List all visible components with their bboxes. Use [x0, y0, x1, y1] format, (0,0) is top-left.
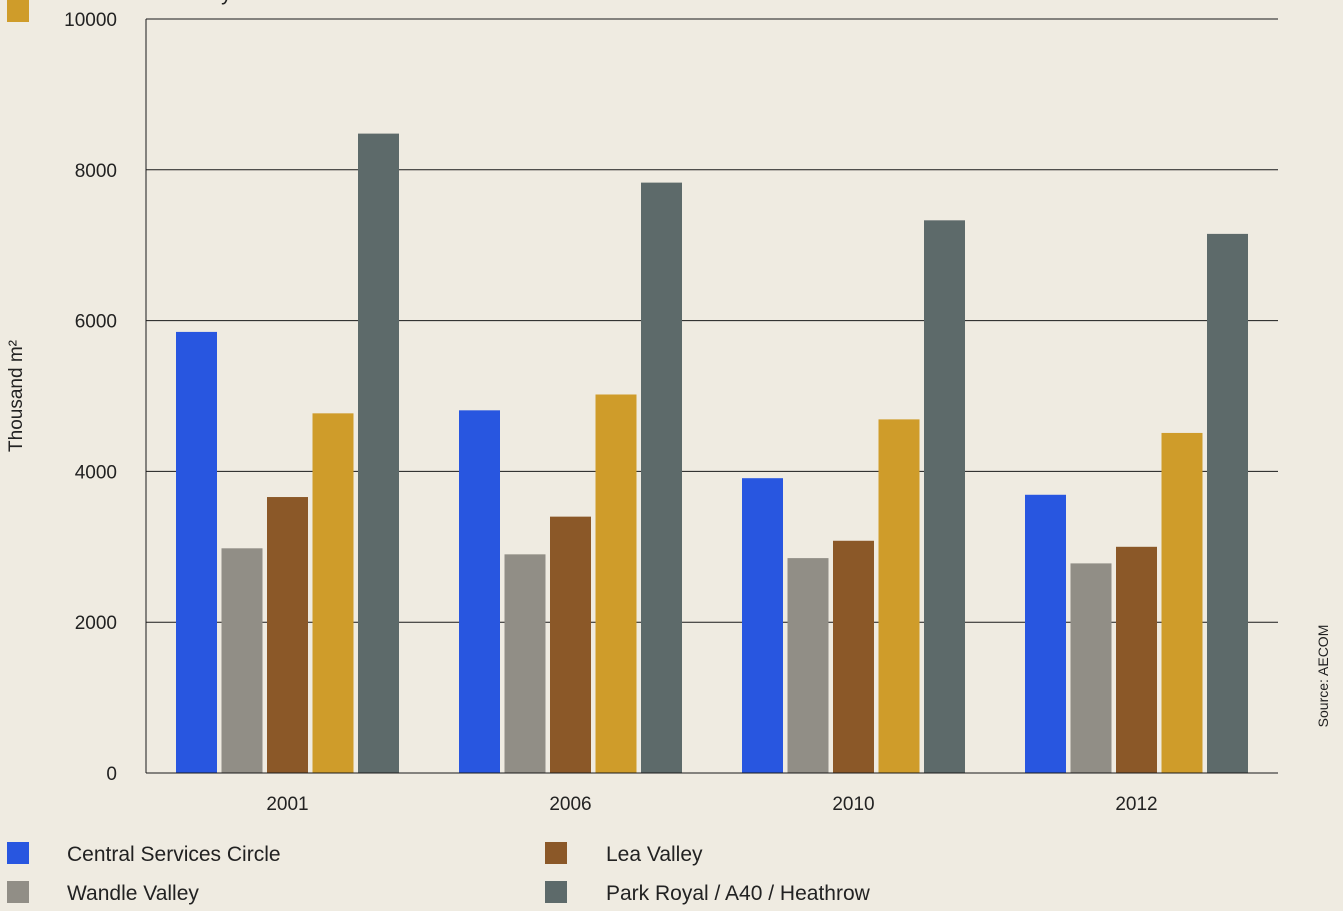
legend-swatch [7, 0, 29, 22]
bar [459, 410, 500, 773]
y-tick-label: 6000 [75, 312, 117, 333]
bars [176, 133, 1248, 774]
legend: Central Services Circle Wandle Valley Lea … [7, 0, 871, 905]
bar [312, 413, 354, 773]
bar [787, 558, 829, 773]
y-tick-label: 8000 [75, 161, 117, 182]
legend-item: Park Royal / A40 / Heathrow [545, 881, 871, 905]
x-tick-label: 2012 [1115, 794, 1157, 815]
y-axis-title: Thousand m² [6, 340, 27, 452]
bar [833, 540, 874, 773]
legend-label: Central Services Circle [67, 843, 281, 866]
legend-label: Park Royal / A40 / Heathrow [606, 882, 871, 905]
legend-item: Central Services Circle [7, 842, 281, 866]
bar [924, 220, 965, 773]
y-tick-label: 2000 [75, 613, 117, 634]
bar [267, 497, 308, 773]
bar [742, 478, 783, 773]
legend-label: Wandle Valley [67, 882, 199, 905]
legend-label: Lea Valley [606, 843, 703, 866]
bar [1161, 432, 1203, 773]
y-tick-label: 4000 [75, 462, 117, 483]
bar [176, 331, 217, 773]
bar [504, 554, 546, 773]
x-tick-label: 2010 [832, 794, 874, 815]
source-note: Source: AECOM [1315, 625, 1331, 728]
legend-swatch [7, 881, 29, 903]
bar [550, 516, 591, 773]
y-tick-label: 0 [106, 764, 117, 785]
bar [358, 133, 399, 773]
legend-swatch [545, 881, 567, 903]
axes: 0 2000 4000 6000 8000 10000 2001 2006 2010 2012 [64, 10, 1278, 815]
bar [1070, 563, 1112, 773]
legend-swatch [7, 842, 29, 864]
bar [595, 394, 637, 773]
legend-swatch [545, 842, 567, 864]
bar [1025, 494, 1066, 773]
bar [641, 182, 682, 774]
bar [221, 548, 263, 773]
bar [1116, 546, 1157, 773]
bar [1207, 233, 1248, 773]
legend-item: Wandle Valley [7, 881, 199, 905]
legend-item: Lea Valley [545, 842, 703, 866]
legend-label: Thames Gateway [67, 0, 232, 5]
legend-item: Thames Gateway [7, 0, 232, 22]
y-tick-label: 10000 [64, 10, 117, 31]
x-tick-label: 2006 [549, 794, 591, 815]
bar [878, 419, 920, 773]
x-tick-label: 2001 [266, 794, 308, 815]
